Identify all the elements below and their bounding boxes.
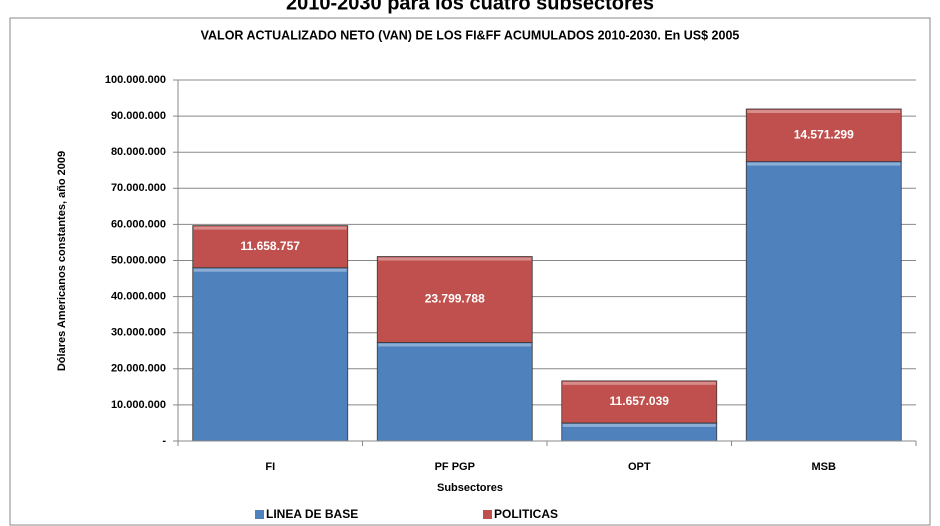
y-tick-label: 100.000.000 [105,74,166,86]
y-tick-label: 70.000.000 [111,182,166,194]
bar-segment [745,161,902,442]
y-tick-label: 40.000.000 [111,291,166,303]
y-tick-label: 50.000.000 [111,254,166,266]
bar-segment [192,267,349,442]
y-tick-label: 80.000.000 [111,146,166,158]
bar-segment [192,225,349,269]
legend-label: POLITICAS [494,507,558,521]
y-axis-label: Dólares Americanos constantes, año 2009 [56,151,68,371]
bar-segment [376,256,533,343]
bar-highlight [562,381,716,385]
y-tick-label: - [162,435,166,447]
y-tick-label: 90.000.000 [111,110,166,122]
bar-highlight [378,257,532,261]
y-tick-label: 60.000.000 [111,218,166,230]
data-label: 11.657.039 [610,394,670,408]
bar-highlight [562,423,716,427]
chart-title: VALOR ACTUALIZADO NETO (VAN) DE LOS FI&F… [201,28,740,42]
data-label: 23.799.788 [425,292,485,306]
bar-highlight [747,162,901,166]
x-tick-label: OPT [628,461,651,473]
legend-label: LINEA DE BASE [266,507,358,521]
data-label: 14.571.299 [794,127,854,141]
y-tick-label: 30.000.000 [111,327,166,339]
bar-segment [376,342,533,442]
legend-swatch [255,510,264,519]
x-axis-label: Subsectores [437,482,503,494]
bar-highlight [747,109,901,113]
bar-segment [561,380,718,424]
bar-segment [745,108,902,162]
legend-swatch [483,510,492,519]
x-tick-label: PF PGP [435,461,475,473]
y-tick-label: 10.000.000 [111,399,166,411]
bar-highlight [378,343,532,347]
bar-highlight [193,268,347,272]
page-heading: 2010-2030 para los cuatro subsectores [286,0,654,14]
y-tick-label: 20.000.000 [111,363,166,375]
bar-highlight [193,226,347,230]
x-tick-label: FI [265,461,275,473]
data-label: 11.658.757 [241,239,301,253]
x-tick-label: MSB [812,461,837,473]
